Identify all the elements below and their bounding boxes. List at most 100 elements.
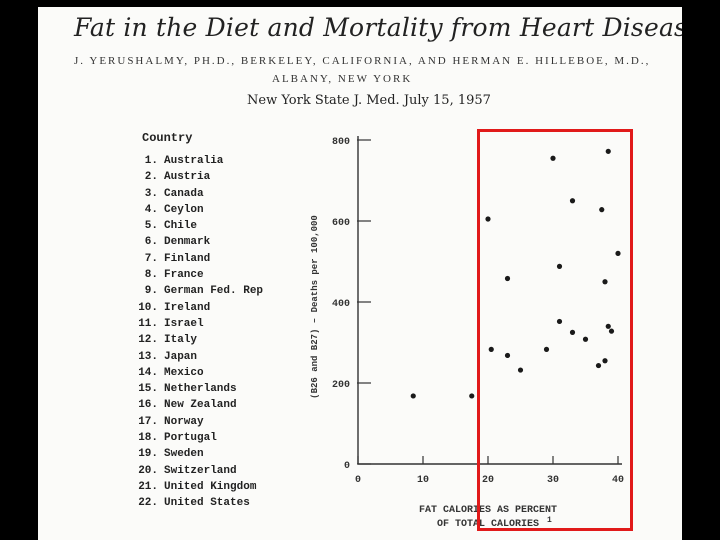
country-legend-list: 1. Australia 2. Austria 3. Canada 4. Ceylon 5. Ch…: [130, 153, 263, 512]
y-tick-label: 0: [344, 461, 350, 472]
country-legend-item: 21. United Kingdom: [130, 479, 263, 495]
country-number: 2.: [144, 171, 158, 184]
x-tick-label: 30: [547, 475, 559, 486]
country-legend-heading: Country: [142, 131, 193, 145]
data-point: [615, 250, 621, 256]
country-name: Netherlands: [164, 383, 237, 396]
country-name: France: [164, 269, 204, 282]
country-number: 5.: [144, 220, 158, 233]
highlight-box: [477, 129, 633, 531]
data-point: [543, 346, 550, 352]
country-legend-item: 22. United States: [130, 495, 263, 511]
country-legend-item: 2. Austria: [130, 169, 263, 185]
data-point: [608, 328, 615, 334]
data-point: [582, 336, 589, 342]
country-number: 21.: [138, 480, 158, 493]
country-name: Mexico: [164, 366, 204, 379]
country-number: 17.: [138, 415, 158, 428]
country-name: German Fed. Rep: [164, 285, 264, 298]
data-point: [605, 323, 611, 329]
country-name: Finland: [164, 252, 211, 265]
country-number: 8.: [144, 269, 158, 282]
country-name: Sweden: [164, 448, 204, 461]
x-tick-label: 40: [612, 475, 624, 486]
data-point: [569, 198, 576, 204]
country-name: Australia: [164, 155, 224, 167]
country-number: 12.: [138, 334, 158, 347]
data-point: [595, 362, 602, 369]
country-legend-item: 4. Ceylon: [130, 202, 263, 218]
country-name: Ireland: [164, 301, 211, 314]
country-number: 1.: [144, 155, 158, 167]
country-legend-item: 19. Sweden: [130, 446, 263, 462]
page-title: Fat in the Diet and Mortality from Heart…: [74, 13, 682, 42]
data-point: [602, 279, 608, 285]
data-point: [504, 275, 511, 282]
country-number: 19.: [138, 448, 158, 461]
country-number: 14.: [138, 366, 158, 379]
country-name: Austria: [164, 171, 211, 184]
country-name: United Kingdom: [164, 480, 257, 493]
country-legend-item: 12. Italy: [130, 332, 263, 348]
data-point: [599, 207, 605, 213]
data-point: [605, 148, 611, 154]
country-legend-item: 8. France: [130, 267, 263, 283]
y-tick-label: 600: [332, 218, 350, 229]
country-legend-item: 14. Mexico: [130, 365, 263, 381]
authors-line-2: ALBANY, NEW YORK: [272, 73, 413, 85]
country-legend-item: 9. German Fed. Rep: [130, 283, 263, 299]
country-legend-item: 16. New Zealand: [130, 397, 263, 413]
x-tick-label: 0: [355, 475, 361, 486]
scatter-chart: 0 200 400 600 800 0 10 20 30 40 (B26 and B27) – De…: [310, 136, 624, 530]
country-number: 3.: [144, 187, 158, 200]
country-name: Ceylon: [164, 203, 204, 216]
country-legend-item: 7. Finland: [130, 251, 263, 267]
country-number: 20.: [138, 464, 158, 477]
x-axis-label-line-2: OF TOTAL CALORIES: [437, 519, 539, 530]
country-legend-item: 11. Israel: [130, 316, 263, 332]
country-number: 10.: [138, 301, 158, 314]
x-axis-label-line-1: FAT CALORIES AS PERCENT: [419, 505, 557, 516]
country-number: 4.: [144, 203, 158, 216]
country-number: 11.: [138, 317, 158, 330]
country-number: 6.: [144, 236, 158, 249]
country-name: Italy: [164, 334, 198, 347]
data-point: [504, 352, 511, 359]
citation: New York State J. Med. July 15, 1957: [247, 93, 491, 108]
y-tick-label: 200: [332, 380, 350, 391]
authors-line-1: J. YERUSHALMY, PH.D., BERKELEY, CALIFORN…: [74, 55, 651, 67]
data-point: [556, 263, 563, 269]
data-point: [556, 318, 563, 325]
data-point: [485, 216, 491, 222]
data-point: [517, 367, 524, 373]
country-number: 9.: [144, 285, 158, 298]
country-name: United States: [164, 497, 250, 510]
country-number: 16.: [138, 399, 158, 412]
country-legend-item: 18. Portugal: [130, 430, 263, 446]
country-name: Norway: [164, 415, 204, 428]
country-name: Switzerland: [164, 464, 237, 477]
x-tick-label: 20: [482, 475, 494, 486]
country-legend-item: 13. Japan: [130, 349, 263, 365]
country-legend-item: 10. Ireland: [130, 300, 263, 316]
country-name: Portugal: [164, 432, 217, 445]
data-point: [602, 358, 608, 364]
country-legend-item: 15. Netherlands: [130, 381, 263, 397]
y-tick-label: 400: [332, 299, 350, 310]
country-number: 22.: [138, 497, 158, 510]
country-number: 7.: [144, 252, 158, 265]
country-number: 13.: [138, 350, 158, 363]
data-point: [488, 346, 494, 352]
country-legend-item: 17. Norway: [130, 414, 263, 430]
y-tick-label: 800: [332, 137, 350, 148]
data-point: [569, 329, 576, 335]
data-point: [550, 155, 556, 161]
country-number: 18.: [138, 432, 158, 445]
document-page: Fat in the Diet and Mortality from Heart…: [38, 7, 682, 540]
country-legend-item: 3. Canada: [130, 186, 263, 202]
country-name: Chile: [164, 220, 198, 233]
data-point: [410, 393, 416, 399]
country-number: 15.: [138, 383, 158, 396]
country-name: Canada: [164, 187, 204, 200]
country-legend-item: 6. Denmark: [130, 234, 263, 250]
